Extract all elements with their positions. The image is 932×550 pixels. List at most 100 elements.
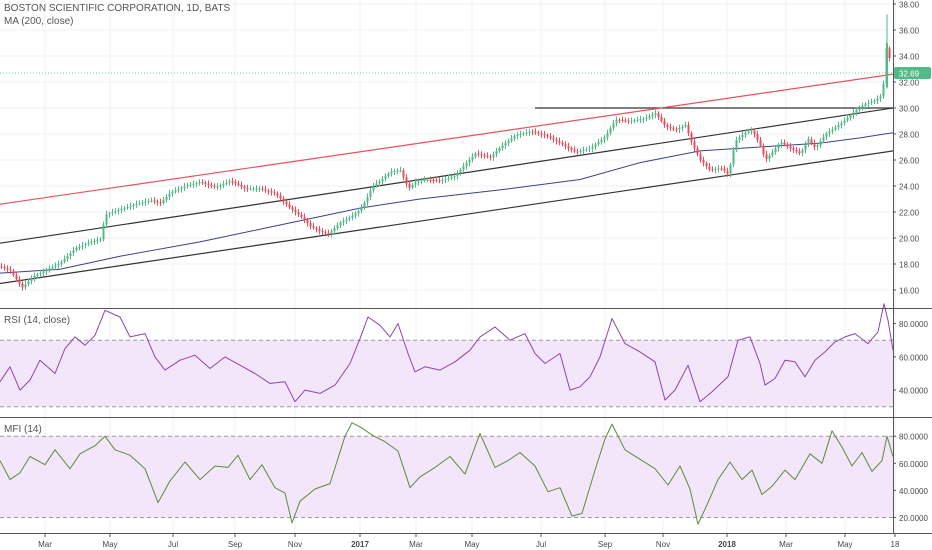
candle-body [687, 124, 690, 134]
candle-body [886, 43, 888, 88]
candle-body [3, 266, 6, 269]
candle-body [594, 144, 597, 147]
candle-body [645, 117, 648, 119]
candle-body [834, 127, 837, 130]
candle-body [312, 226, 315, 228]
time-axis-label: Mar [779, 540, 793, 549]
candle-body [468, 159, 471, 163]
candle-body [741, 135, 744, 138]
candle-body [204, 182, 207, 184]
candle-body [114, 211, 117, 213]
candle-body [72, 250, 75, 254]
candle-body [447, 178, 450, 180]
price-axis-label: 22.00 [899, 209, 920, 218]
candle-body [180, 187, 183, 190]
candle-body [480, 154, 483, 156]
candle-body [192, 183, 195, 185]
candle-body [351, 215, 354, 218]
candle-body [627, 120, 630, 122]
candle-body [306, 220, 309, 224]
candle-body [633, 120, 636, 122]
candle-body [534, 131, 537, 133]
price-axis-label: 38.00 [899, 1, 920, 10]
candle-body [471, 156, 474, 160]
candle-body [456, 173, 459, 176]
price-axis-label: 36.00 [899, 27, 920, 36]
candle-body [810, 139, 813, 144]
axis-labels: 38.00 36.00 34.00 32.00 30.00 28.00 26.00 24.00… [38, 1, 931, 549]
candle-body [882, 83, 885, 97]
candle-body [441, 180, 444, 182]
candle-body [849, 115, 852, 118]
candle-body [840, 122, 843, 126]
candle-body [42, 271, 45, 273]
candle-body [0, 266, 3, 268]
candle-body [807, 139, 810, 145]
candle-body [249, 188, 252, 190]
price-pane [0, 14, 894, 291]
candle-body [525, 132, 528, 134]
rsi-axis-label: 40.0000 [899, 387, 928, 396]
candle-body [99, 239, 102, 241]
candle-body [15, 274, 18, 280]
candle-body [564, 144, 567, 147]
candle-body [12, 270, 15, 275]
candle-body [117, 210, 120, 212]
candle-body [549, 136, 552, 138]
rsi-band [0, 339, 893, 408]
candle-body [273, 192, 276, 194]
candle-body [786, 144, 789, 147]
candle-body [450, 176, 453, 179]
candle-body [798, 151, 801, 153]
candle-body [213, 185, 216, 187]
candle-body [615, 119, 618, 124]
candle-body [165, 196, 168, 200]
candle-body [54, 265, 57, 267]
candle-body [105, 214, 108, 225]
candle-body [270, 191, 273, 193]
candle-body [69, 253, 72, 257]
candle-body [345, 219, 348, 221]
candle-body [78, 246, 81, 248]
candle-body [861, 106, 864, 108]
candle-body [144, 201, 147, 203]
candle-body [75, 247, 78, 251]
candle-body [474, 153, 477, 157]
candle-body [162, 199, 165, 203]
candle-body [423, 179, 426, 181]
candle-body [198, 182, 201, 184]
candle-body [405, 177, 408, 185]
candle-body [225, 182, 228, 184]
candle-body [660, 117, 663, 121]
candle-body [27, 281, 30, 285]
candle-body [744, 132, 747, 136]
candle-body [378, 181, 381, 184]
candle-body [558, 141, 561, 143]
candle-body [543, 134, 546, 136]
ma-legend: MA (200, close) [4, 16, 74, 27]
candle-body [528, 131, 531, 133]
candle-body [762, 145, 765, 155]
candle-body [831, 129, 834, 132]
candle-body [30, 278, 33, 282]
candle-body [843, 120, 846, 123]
candle-body [201, 182, 204, 184]
last-price-badge [894, 67, 931, 80]
candle-body [819, 141, 822, 146]
price-axis-label: 16.00 [899, 287, 920, 296]
candle-body [540, 133, 543, 135]
candle-body [771, 152, 774, 156]
candle-body [39, 273, 42, 275]
candle-body [777, 144, 780, 149]
candle-body [813, 143, 816, 147]
candle-body [63, 258, 66, 262]
candle-body [123, 208, 126, 210]
candle-body [453, 175, 456, 177]
candle-body [726, 171, 729, 174]
candle-body [255, 188, 258, 190]
candle-body [609, 128, 612, 134]
candle-body [129, 205, 132, 207]
candle-body [432, 179, 435, 181]
candle-body [288, 204, 291, 208]
